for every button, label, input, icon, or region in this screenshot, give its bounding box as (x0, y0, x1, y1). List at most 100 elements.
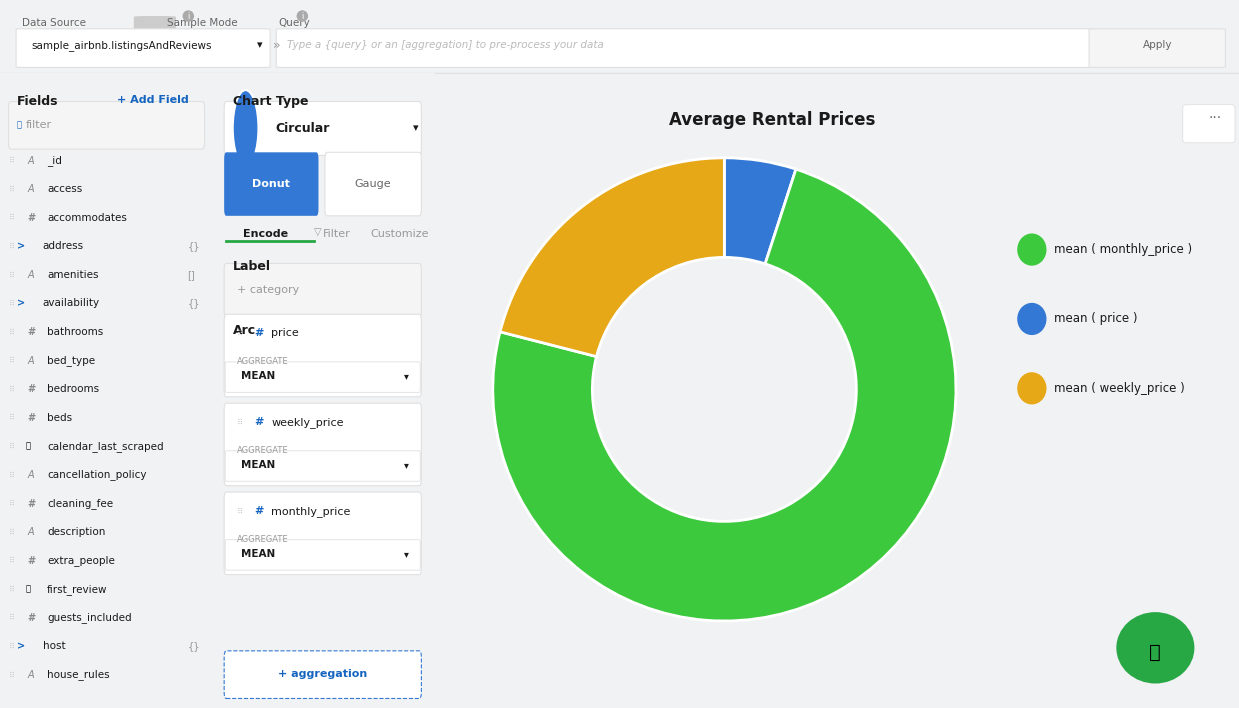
Wedge shape (725, 158, 795, 264)
Text: #: # (27, 613, 36, 623)
Text: MEAN: MEAN (242, 459, 275, 470)
Text: weekly_price: weekly_price (271, 417, 343, 428)
Text: AGGREGATE: AGGREGATE (237, 535, 289, 544)
Text: >: > (17, 641, 25, 651)
Text: accommodates: accommodates (47, 212, 126, 223)
Text: house_rules: house_rules (47, 670, 109, 680)
Text: []: [] (187, 270, 196, 280)
Text: cancellation_policy: cancellation_policy (47, 469, 146, 481)
Circle shape (1017, 372, 1047, 404)
Text: ⠿: ⠿ (237, 507, 243, 515)
Text: ⠿: ⠿ (9, 328, 15, 336)
FancyBboxPatch shape (276, 29, 1094, 67)
Text: bedrooms: bedrooms (47, 384, 99, 394)
Text: #: # (27, 384, 36, 394)
Text: Query: Query (279, 18, 311, 28)
Text: ▾: ▾ (413, 123, 419, 133)
Text: price: price (271, 329, 299, 338)
Text: #: # (27, 556, 36, 566)
Text: ···: ··· (1208, 111, 1222, 125)
Text: _id: _id (47, 155, 62, 166)
Text: #: # (27, 212, 36, 223)
Text: A: A (27, 670, 35, 680)
Text: filter: filter (26, 120, 52, 130)
Text: Label: Label (233, 261, 271, 273)
Text: ⠿: ⠿ (9, 299, 15, 308)
Text: Donut: Donut (253, 179, 290, 189)
Text: Arc: Arc (233, 324, 256, 337)
FancyBboxPatch shape (225, 362, 420, 392)
Text: AGGREGATE: AGGREGATE (237, 358, 289, 366)
Text: ⠿: ⠿ (9, 442, 15, 451)
FancyBboxPatch shape (224, 263, 421, 317)
FancyBboxPatch shape (224, 403, 421, 486)
Text: mean ( monthly_price ): mean ( monthly_price ) (1054, 243, 1192, 256)
FancyBboxPatch shape (224, 152, 318, 216)
Text: MEAN: MEAN (242, 371, 275, 381)
Text: ⠿: ⠿ (9, 242, 15, 251)
Text: #: # (254, 506, 264, 516)
Text: beds: beds (47, 413, 72, 423)
Text: Filter: Filter (322, 229, 351, 239)
Text: sample_airbnb.listingsAndReviews: sample_airbnb.listingsAndReviews (31, 40, 212, 51)
Text: ⠿: ⠿ (9, 642, 15, 651)
Text: ⠿: ⠿ (9, 356, 15, 365)
Text: Apply: Apply (1142, 40, 1172, 50)
Text: >: > (17, 241, 25, 251)
Text: ⠿: ⠿ (9, 156, 15, 165)
Text: Encode: Encode (243, 229, 289, 239)
Text: mean ( price ): mean ( price ) (1054, 312, 1137, 326)
Text: host: host (42, 641, 66, 651)
Text: ⠿: ⠿ (9, 499, 15, 508)
Text: #: # (254, 329, 264, 338)
Text: A: A (27, 270, 35, 280)
Text: description: description (47, 527, 105, 537)
Text: Customize: Customize (370, 229, 429, 239)
Text: MEAN: MEAN (242, 549, 275, 559)
FancyBboxPatch shape (225, 539, 420, 570)
Text: cleaning_fee: cleaning_fee (47, 498, 113, 509)
Text: #: # (27, 413, 36, 423)
Text: guests_included: guests_included (47, 612, 131, 623)
Text: »: » (273, 39, 280, 52)
Text: ⠿: ⠿ (9, 670, 15, 680)
FancyBboxPatch shape (1089, 29, 1225, 67)
Text: 💬: 💬 (1150, 643, 1161, 661)
Text: amenities: amenities (47, 270, 98, 280)
Text: access: access (47, 184, 82, 194)
Text: {}: {} (187, 241, 199, 251)
Text: + Add Field: + Add Field (118, 95, 190, 105)
Text: ⠿: ⠿ (9, 527, 15, 537)
Circle shape (233, 90, 259, 166)
Text: ▾: ▾ (404, 549, 409, 559)
Text: ⠿: ⠿ (9, 470, 15, 479)
Text: AGGREGATE: AGGREGATE (237, 446, 289, 455)
Text: extra_people: extra_people (47, 555, 115, 566)
Text: ⠿: ⠿ (237, 329, 243, 338)
Text: availability: availability (42, 299, 100, 309)
Text: Fields: Fields (17, 95, 58, 108)
Text: {}: {} (187, 641, 199, 651)
Text: Type a {query} or an [aggregation] to pre-process your data: Type a {query} or an [aggregation] to pr… (287, 40, 605, 50)
FancyBboxPatch shape (16, 29, 270, 67)
Text: ⠿: ⠿ (9, 556, 15, 565)
Text: ⠿: ⠿ (9, 185, 15, 194)
Text: 📅: 📅 (26, 442, 31, 451)
FancyBboxPatch shape (224, 651, 421, 699)
Text: ⠿: ⠿ (9, 413, 15, 422)
Text: ⠿: ⠿ (9, 384, 15, 394)
FancyBboxPatch shape (224, 101, 421, 156)
Text: >: > (17, 299, 25, 309)
Text: Sample Mode: Sample Mode (167, 18, 238, 28)
Text: Average Rental Prices: Average Rental Prices (669, 111, 876, 129)
Text: 📅: 📅 (26, 585, 31, 594)
Text: ▽: ▽ (315, 227, 322, 236)
Text: ⠿: ⠿ (9, 213, 15, 222)
Text: mean ( weekly_price ): mean ( weekly_price ) (1054, 382, 1186, 395)
Text: Data Source: Data Source (22, 18, 87, 28)
Text: bed_type: bed_type (47, 355, 95, 366)
Text: ▾: ▾ (404, 371, 409, 381)
FancyBboxPatch shape (225, 451, 420, 481)
Text: #: # (27, 498, 36, 508)
Circle shape (1116, 612, 1194, 683)
